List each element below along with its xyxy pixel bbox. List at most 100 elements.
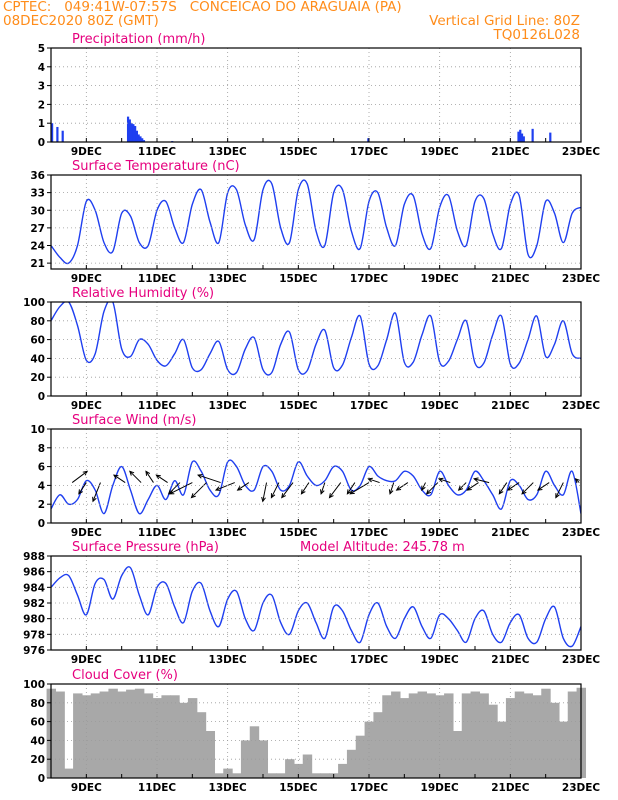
precip-bar <box>367 138 370 142</box>
pres-ytick-label: 984 <box>23 582 45 594</box>
cloud-bar <box>550 702 560 778</box>
cloud-bar <box>461 693 472 778</box>
wind-series <box>51 459 581 515</box>
header-model-code: TQ0126L028 <box>493 27 580 43</box>
pres-title: Surface Pressure (hPa) <box>72 540 219 555</box>
precip-bar <box>61 130 64 142</box>
cloud-xtick-label: 23DEC <box>562 782 601 794</box>
precip-bar <box>519 129 522 142</box>
cloud-bar <box>479 693 489 778</box>
wind-arrow <box>498 482 508 495</box>
cloud-bar <box>152 698 163 778</box>
pres-xtick-label: 23DEC <box>562 654 601 666</box>
pres-grid <box>51 556 581 650</box>
cloud-bar <box>90 693 101 778</box>
wind-arrow <box>346 482 356 495</box>
rh-xtick-label: 17DEC <box>350 400 389 412</box>
wind-arrow <box>395 482 409 491</box>
precip-bar <box>531 128 534 142</box>
cloud-bar <box>55 691 65 778</box>
cloud-xtick-label: 11DEC <box>138 782 177 794</box>
precip-grid <box>51 48 581 142</box>
temp-ytick-label: 36 <box>30 170 45 182</box>
cloud-bar <box>558 721 569 778</box>
temp-xtick-label: 17DEC <box>350 273 389 285</box>
pres-line <box>51 566 581 648</box>
wind-line <box>51 459 581 515</box>
wind-arrow <box>197 474 221 484</box>
rh-ytick-label: 80 <box>30 316 45 328</box>
rh-ytick-label: 0 <box>38 391 45 403</box>
cloud-ytick-label: 20 <box>30 754 45 766</box>
cloud-bar <box>399 698 410 778</box>
cloud-grid <box>51 684 581 778</box>
header-grid-line: Vertical Grid Line: 80Z <box>429 13 580 29</box>
temp-xtick-label: 11DEC <box>138 273 177 285</box>
temp-xtick-label: 19DEC <box>421 273 460 285</box>
precip-xtick-label: 13DEC <box>209 146 248 158</box>
rh-frame <box>50 301 582 397</box>
wind-arrow <box>112 474 126 483</box>
cloud-bar <box>293 763 304 778</box>
temp-ytick-label: 24 <box>30 241 45 253</box>
precip-bar <box>132 124 135 142</box>
wind-ytick-label: 6 <box>38 462 45 474</box>
precip-xtick-label: 21DEC <box>491 146 530 158</box>
wind-arrow <box>574 478 580 484</box>
temp-xtick-label: 15DEC <box>279 273 318 285</box>
precip-bar <box>549 132 552 142</box>
temp-ytick-label: 33 <box>30 188 45 200</box>
cloud-ytick-label: 40 <box>30 735 45 747</box>
wind-arrow <box>78 482 87 495</box>
cloud-bar <box>488 704 498 778</box>
precip-xtick-label: 9DEC <box>71 146 102 158</box>
rh-xtick-label: 23DEC <box>562 400 601 412</box>
wind-arrow <box>536 482 550 491</box>
rh-panel: 0 20 40 60 80 100 9DEC 11DEC 13DEC 15DEC 17DEC 19DE… <box>23 286 600 412</box>
wind-arrow <box>190 482 207 499</box>
pres-ytick-label: 988 <box>23 551 45 563</box>
rh-xtick-label: 15DEC <box>279 400 318 412</box>
precip-bar <box>141 138 144 142</box>
cloud-bar <box>196 712 207 778</box>
precip-xtick-label: 11DEC <box>138 146 177 158</box>
cloud-bar <box>117 691 127 778</box>
cloud-xtick-label: 21DEC <box>491 782 530 794</box>
cloud-bar <box>108 688 118 778</box>
wind-arrow <box>281 482 294 499</box>
wind-xtick-label: 17DEC <box>350 527 389 539</box>
precip-series <box>51 116 552 142</box>
header-station: CPTEC: 049:41W-07:57S CONCEICAO DO ARAGU… <box>3 0 402 15</box>
temp-line <box>51 179 581 265</box>
wind-arrow <box>145 470 154 483</box>
header: CPTEC: 049:41W-07:57S CONCEICAO DO ARAGU… <box>0 0 618 48</box>
temp-xtick-label: 9DEC <box>71 273 102 285</box>
rh-xtick-label: 9DEC <box>71 400 102 412</box>
cloud-bar <box>523 693 534 778</box>
cloud-bar <box>320 773 330 778</box>
cloud-bar <box>205 731 216 778</box>
rh-ytick-label: 100 <box>23 297 45 309</box>
wind-arrow <box>466 482 479 491</box>
cloud-bar <box>223 768 233 778</box>
temp-frame <box>50 174 582 270</box>
cloud-bar <box>134 688 145 778</box>
wind-arrow <box>236 482 250 491</box>
precip-bar <box>137 134 140 142</box>
precip-ytick-label: 3 <box>38 81 45 93</box>
wind-arrow <box>168 482 193 495</box>
rh-xtick-label: 11DEC <box>138 400 177 412</box>
cloud-bar <box>541 688 551 778</box>
pres-ytick-label: 982 <box>23 598 45 610</box>
precip-bar <box>130 123 133 142</box>
cloud-xtick-label: 9DEC <box>71 782 102 794</box>
cloud-bar <box>73 693 83 778</box>
temp-ytick-label: 30 <box>30 205 45 217</box>
cloud-bar <box>391 691 401 778</box>
cloud-bar <box>417 691 428 778</box>
wind-arrow <box>320 482 326 495</box>
pres-panel: 976 978 980 982 984 986 988 9DEC 11DEC 13DEC 15DEC… <box>23 540 600 666</box>
cloud-ytick-label: 60 <box>30 717 45 729</box>
precip-title: Precipitation (mm/h) <box>72 32 205 47</box>
